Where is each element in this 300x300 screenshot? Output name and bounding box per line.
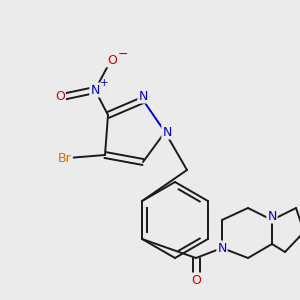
Text: O: O — [191, 274, 201, 286]
Text: O: O — [55, 91, 65, 103]
Text: O: O — [107, 53, 117, 67]
Text: −: − — [118, 47, 128, 61]
Text: N: N — [162, 125, 172, 139]
Text: N: N — [90, 83, 100, 97]
Text: N: N — [217, 242, 227, 254]
Text: Br: Br — [58, 152, 72, 164]
Text: +: + — [100, 78, 108, 88]
Text: N: N — [267, 209, 277, 223]
Text: N: N — [138, 89, 148, 103]
